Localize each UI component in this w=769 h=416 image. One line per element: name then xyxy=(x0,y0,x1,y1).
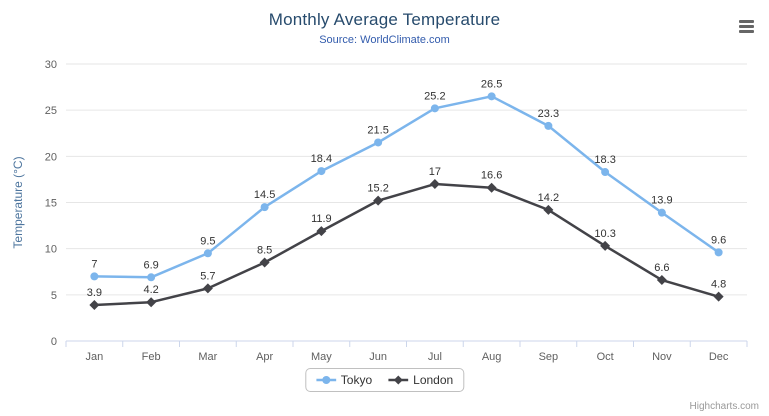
data-point-tokyo[interactable] xyxy=(90,272,99,281)
x-axis-label: Jan xyxy=(86,351,104,363)
data-point-tokyo[interactable] xyxy=(374,138,383,147)
legend-item-tokyo[interactable]: Tokyo xyxy=(315,373,373,387)
series-line-london[interactable] xyxy=(93,182,720,307)
data-label: 21.5 xyxy=(367,124,388,136)
y-axis-label: 15 xyxy=(45,198,57,210)
x-axis-label: Aug xyxy=(482,351,502,363)
data-point-tokyo[interactable] xyxy=(601,168,610,177)
data-label: 18.3 xyxy=(594,154,615,166)
data-point-london[interactable] xyxy=(259,257,270,268)
data-point-london[interactable] xyxy=(316,226,327,237)
data-point-tokyo[interactable] xyxy=(487,92,496,101)
legend: Tokyo London xyxy=(304,368,465,392)
data-point-london[interactable] xyxy=(89,299,100,310)
data-label: 25.2 xyxy=(424,90,445,102)
legend-label-london: London xyxy=(413,373,454,387)
data-label: 14.2 xyxy=(538,192,559,204)
data-label: 17 xyxy=(429,166,441,178)
y-axis-title: Temperature (°C) xyxy=(11,156,25,248)
data-point-tokyo[interactable] xyxy=(714,248,723,257)
data-point-tokyo[interactable] xyxy=(203,249,212,258)
hamburger-menu-icon xyxy=(738,30,754,33)
data-point-tokyo[interactable] xyxy=(657,208,666,217)
data-label: 13.9 xyxy=(651,195,672,207)
y-axis-label: 5 xyxy=(51,290,57,302)
data-point-london[interactable] xyxy=(373,195,384,206)
series-line-tokyo[interactable] xyxy=(93,95,720,279)
x-axis-label: May xyxy=(311,351,332,363)
data-label: 8.5 xyxy=(257,245,272,257)
chart-subtitle: Source: WorldClimate.com xyxy=(319,34,450,46)
data-label: 26.5 xyxy=(481,78,502,90)
data-point-london[interactable] xyxy=(656,275,667,286)
data-label: 9.6 xyxy=(711,234,726,246)
x-axis-label: Jun xyxy=(369,351,387,363)
data-point-london[interactable] xyxy=(713,291,724,302)
hamburger-menu-icon xyxy=(738,25,754,28)
data-point-london[interactable] xyxy=(600,240,611,251)
data-point-london[interactable] xyxy=(202,283,213,294)
x-axis-label: Nov xyxy=(652,351,672,363)
credits-link[interactable]: Highcharts.com xyxy=(689,401,759,412)
y-axis-label: 0 xyxy=(51,336,57,348)
data-label: 18.4 xyxy=(311,153,332,165)
data-label: 6.9 xyxy=(143,259,158,271)
data-point-london[interactable] xyxy=(543,204,554,215)
data-point-tokyo[interactable] xyxy=(430,104,439,113)
export-menu-button[interactable] xyxy=(735,16,757,36)
data-label: 3.9 xyxy=(87,287,102,299)
data-label: 16.6 xyxy=(481,170,502,182)
legend-label-tokyo: Tokyo xyxy=(340,373,373,387)
data-label: 11.9 xyxy=(311,213,332,225)
chart-title: Monthly Average Temperature xyxy=(268,10,501,29)
y-axis-label: 30 xyxy=(45,59,57,71)
hamburger-menu-icon xyxy=(738,20,754,23)
data-label: 23.3 xyxy=(538,108,559,120)
y-axis-label: 25 xyxy=(45,105,57,117)
data-label: 15.2 xyxy=(367,183,388,195)
data-label: 7 xyxy=(91,258,97,270)
data-label: 5.7 xyxy=(200,270,215,282)
data-point-london[interactable] xyxy=(486,182,497,193)
x-axis-label: Sep xyxy=(539,351,559,363)
data-point-tokyo[interactable] xyxy=(544,121,553,130)
data-point-london[interactable] xyxy=(146,297,157,308)
y-axis-label: 10 xyxy=(45,244,57,256)
data-point-tokyo[interactable] xyxy=(147,273,156,282)
x-axis-label: Dec xyxy=(709,351,729,363)
london-series-marker-icon xyxy=(388,374,409,386)
x-axis-label: Apr xyxy=(256,351,273,363)
data-label: 14.5 xyxy=(254,189,275,201)
legend-item-london[interactable]: London xyxy=(388,373,453,387)
data-label: 4.2 xyxy=(143,284,158,296)
data-point-tokyo[interactable] xyxy=(260,203,269,212)
data-point-london[interactable] xyxy=(429,179,440,190)
data-label: 9.5 xyxy=(200,235,215,247)
y-axis-label: 20 xyxy=(45,151,57,163)
x-axis-label: Feb xyxy=(142,351,161,363)
data-label: 10.3 xyxy=(594,228,615,240)
x-axis-label: Jul xyxy=(428,351,442,363)
x-axis-label: Oct xyxy=(597,351,614,363)
data-label: 6.6 xyxy=(654,262,669,274)
data-label: 4.8 xyxy=(711,279,726,291)
tokyo-series-marker-icon xyxy=(315,374,336,386)
data-point-tokyo[interactable] xyxy=(317,167,326,176)
x-axis-label: Mar xyxy=(198,351,217,363)
